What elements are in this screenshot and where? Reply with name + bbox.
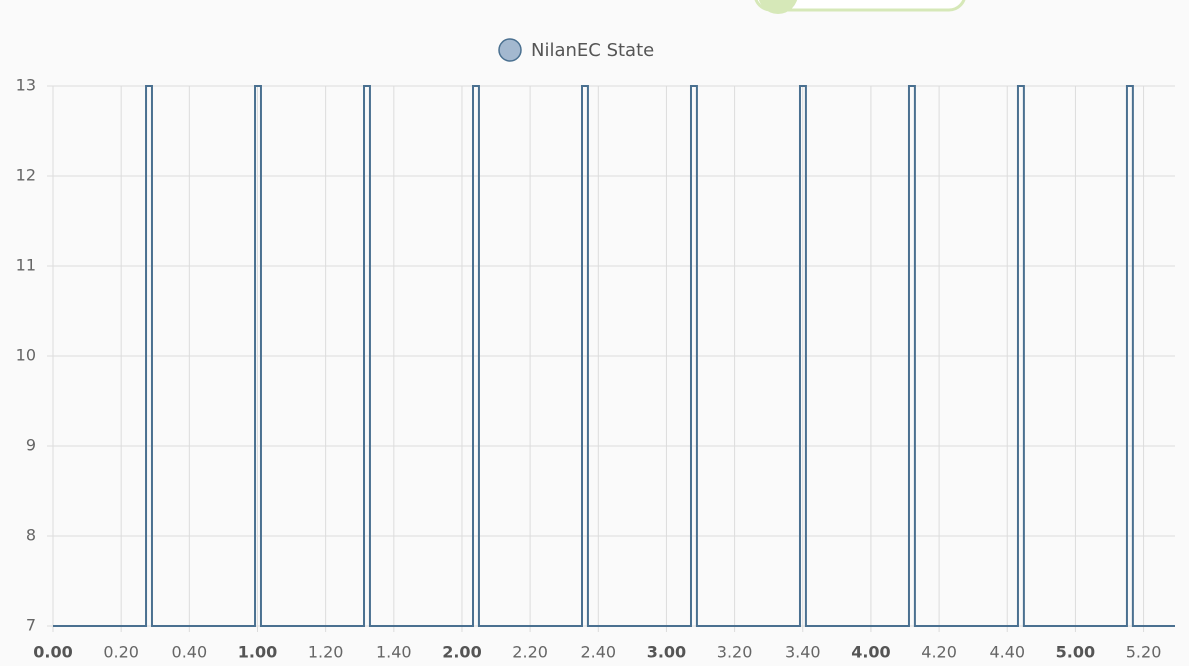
- grid: [47, 85, 1175, 632]
- y-tick-label: 11: [16, 256, 36, 275]
- x-tick-label: 2.20: [512, 643, 548, 662]
- x-tick-label: 1.40: [376, 643, 412, 662]
- y-tick-label: 9: [26, 436, 36, 455]
- x-tick-label: 1.00: [238, 643, 277, 662]
- x-tick-label: 4.00: [851, 643, 890, 662]
- x-tick-label: 3.00: [647, 643, 686, 662]
- y-tick-label: 7: [26, 616, 36, 635]
- y-tick-label: 12: [16, 166, 36, 185]
- x-tick-label: 0.00: [33, 643, 72, 662]
- x-tick-label: 0.20: [103, 643, 139, 662]
- x-tick-label: 2.00: [442, 643, 481, 662]
- y-tick-label: 10: [16, 346, 36, 365]
- toggle-track: [754, 0, 966, 12]
- legend: NilanEC State: [498, 38, 654, 62]
- toggle-knob: [758, 0, 798, 14]
- x-tick-label: 1.20: [308, 643, 344, 662]
- series-line: [53, 85, 1175, 627]
- x-tick-label: 5.20: [1126, 643, 1162, 662]
- legend-label: NilanEC State: [531, 40, 654, 61]
- x-tick-label: 4.20: [921, 643, 957, 662]
- y-tick-label: 13: [16, 76, 36, 95]
- x-tick-label: 4.40: [989, 643, 1025, 662]
- x-tick-label: 2.40: [580, 643, 616, 662]
- y-tick-label: 8: [26, 526, 36, 545]
- toggle[interactable]: [754, 0, 966, 14]
- legend-marker: [498, 38, 522, 62]
- x-tick-label: 3.40: [785, 643, 821, 662]
- x-tick-label: 0.40: [172, 643, 208, 662]
- x-tick-label: 5.00: [1056, 643, 1095, 662]
- x-tick-label: 3.20: [717, 643, 753, 662]
